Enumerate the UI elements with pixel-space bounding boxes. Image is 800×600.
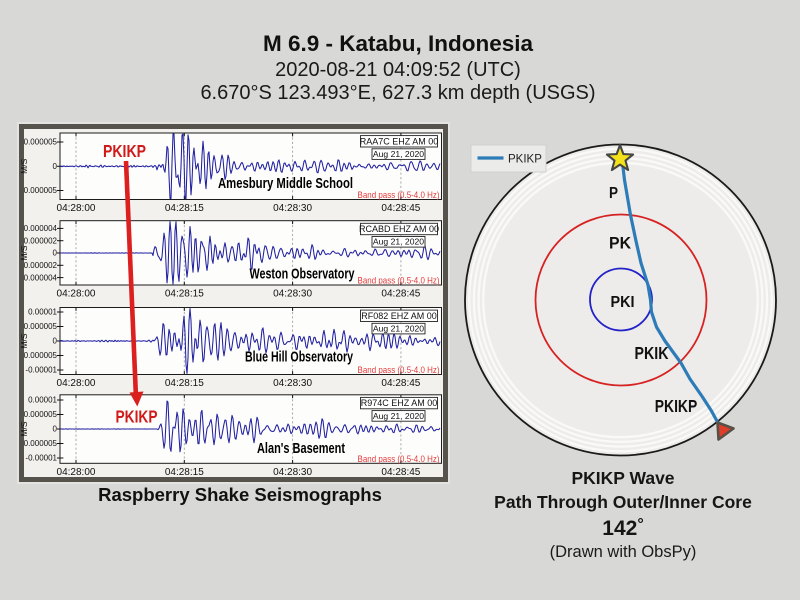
svg-text:M/S: M/S bbox=[19, 421, 29, 436]
svg-text:Alan's Basement: Alan's Basement bbox=[257, 440, 345, 457]
svg-text:PKIKP: PKIKP bbox=[655, 396, 698, 416]
svg-text:Weston Observatory: Weston Observatory bbox=[250, 266, 355, 283]
svg-text:0.000005: 0.000005 bbox=[24, 138, 58, 147]
svg-text:04:28:45: 04:28:45 bbox=[381, 289, 420, 300]
svg-text:04:28:45: 04:28:45 bbox=[381, 203, 420, 214]
svg-text:Amesbury Middle School: Amesbury Middle School bbox=[218, 175, 353, 192]
svg-text:RCABD EHZ AM 00: RCABD EHZ AM 00 bbox=[359, 224, 439, 234]
svg-text:PKIKP: PKIKP bbox=[116, 407, 158, 427]
svg-text:04:28:00: 04:28:00 bbox=[57, 203, 96, 214]
svg-text:Aug 21, 2020: Aug 21, 2020 bbox=[373, 411, 424, 421]
svg-text:0.000005: 0.000005 bbox=[24, 351, 58, 360]
svg-text:RF082 EHZ AM 00: RF082 EHZ AM 00 bbox=[361, 311, 437, 321]
svg-text:-0.00001: -0.00001 bbox=[25, 366, 57, 375]
svg-text:PKIKP: PKIKP bbox=[103, 141, 146, 161]
svg-text:04:28:45: 04:28:45 bbox=[381, 467, 420, 478]
svg-text:Aug 21, 2020: Aug 21, 2020 bbox=[373, 324, 424, 334]
svg-text:04:28:00: 04:28:00 bbox=[57, 289, 96, 300]
svg-text:PKI: PKI bbox=[611, 294, 635, 311]
svg-text:0: 0 bbox=[53, 249, 58, 258]
svg-text:0.000005: 0.000005 bbox=[24, 410, 58, 419]
svg-text:04:28:15: 04:28:15 bbox=[165, 378, 204, 389]
svg-text:0.000002: 0.000002 bbox=[24, 261, 58, 270]
svg-text:0.000005: 0.000005 bbox=[24, 322, 58, 331]
svg-text:04:28:30: 04:28:30 bbox=[273, 378, 312, 389]
svg-text:PK: PK bbox=[609, 235, 631, 253]
svg-text:0.00001: 0.00001 bbox=[28, 396, 57, 405]
svg-text:Band pass (0.5-4.0 Hz): Band pass (0.5-4.0 Hz) bbox=[358, 454, 440, 465]
svg-text:0.000002: 0.000002 bbox=[24, 236, 58, 245]
svg-text:Aug 21, 2020: Aug 21, 2020 bbox=[373, 149, 424, 159]
svg-text:04:28:45: 04:28:45 bbox=[381, 378, 420, 389]
svg-text:PKIK: PKIK bbox=[635, 343, 669, 363]
svg-text:04:28:30: 04:28:30 bbox=[273, 289, 312, 300]
svg-text:0: 0 bbox=[53, 162, 58, 171]
svg-text:0.000005: 0.000005 bbox=[24, 186, 58, 195]
svg-text:P: P bbox=[609, 185, 618, 202]
svg-text:0: 0 bbox=[53, 337, 58, 346]
svg-text:04:28:15: 04:28:15 bbox=[165, 289, 204, 300]
svg-text:PKIKP: PKIKP bbox=[508, 154, 542, 166]
svg-text:Blue Hill Observatory: Blue Hill Observatory bbox=[245, 349, 353, 366]
svg-text:0.000005: 0.000005 bbox=[24, 439, 58, 448]
svg-text:Band pass (0.5-4.0 Hz): Band pass (0.5-4.0 Hz) bbox=[358, 365, 440, 376]
svg-text:M/S: M/S bbox=[19, 245, 29, 260]
svg-text:0: 0 bbox=[53, 425, 58, 434]
svg-text:04:28:30: 04:28:30 bbox=[273, 203, 312, 214]
svg-text:04:28:00: 04:28:00 bbox=[57, 467, 96, 478]
svg-text:M/S: M/S bbox=[19, 158, 29, 173]
svg-text:RAA7C EHZ AM 00: RAA7C EHZ AM 00 bbox=[360, 136, 439, 146]
svg-text:0.00001: 0.00001 bbox=[28, 308, 57, 317]
svg-text:-0.00001: -0.00001 bbox=[25, 454, 57, 463]
svg-text:Aug 21, 2020: Aug 21, 2020 bbox=[373, 237, 424, 247]
svg-text:04:28:00: 04:28:00 bbox=[57, 378, 96, 389]
svg-text:04:28:15: 04:28:15 bbox=[165, 467, 204, 478]
svg-text:0.000004: 0.000004 bbox=[24, 224, 58, 233]
svg-text:04:28:30: 04:28:30 bbox=[273, 467, 312, 478]
svg-text:R974C EHZ AM 00: R974C EHZ AM 00 bbox=[361, 398, 438, 408]
svg-text:Band pass (0.5-4.0 Hz): Band pass (0.5-4.0 Hz) bbox=[358, 190, 440, 201]
svg-text:04:28:15: 04:28:15 bbox=[165, 203, 204, 214]
svg-text:Band pass (0.5-4.0 Hz): Band pass (0.5-4.0 Hz) bbox=[358, 276, 440, 287]
svg-text:0.000004: 0.000004 bbox=[24, 273, 58, 282]
svg-text:M/S: M/S bbox=[19, 333, 29, 348]
